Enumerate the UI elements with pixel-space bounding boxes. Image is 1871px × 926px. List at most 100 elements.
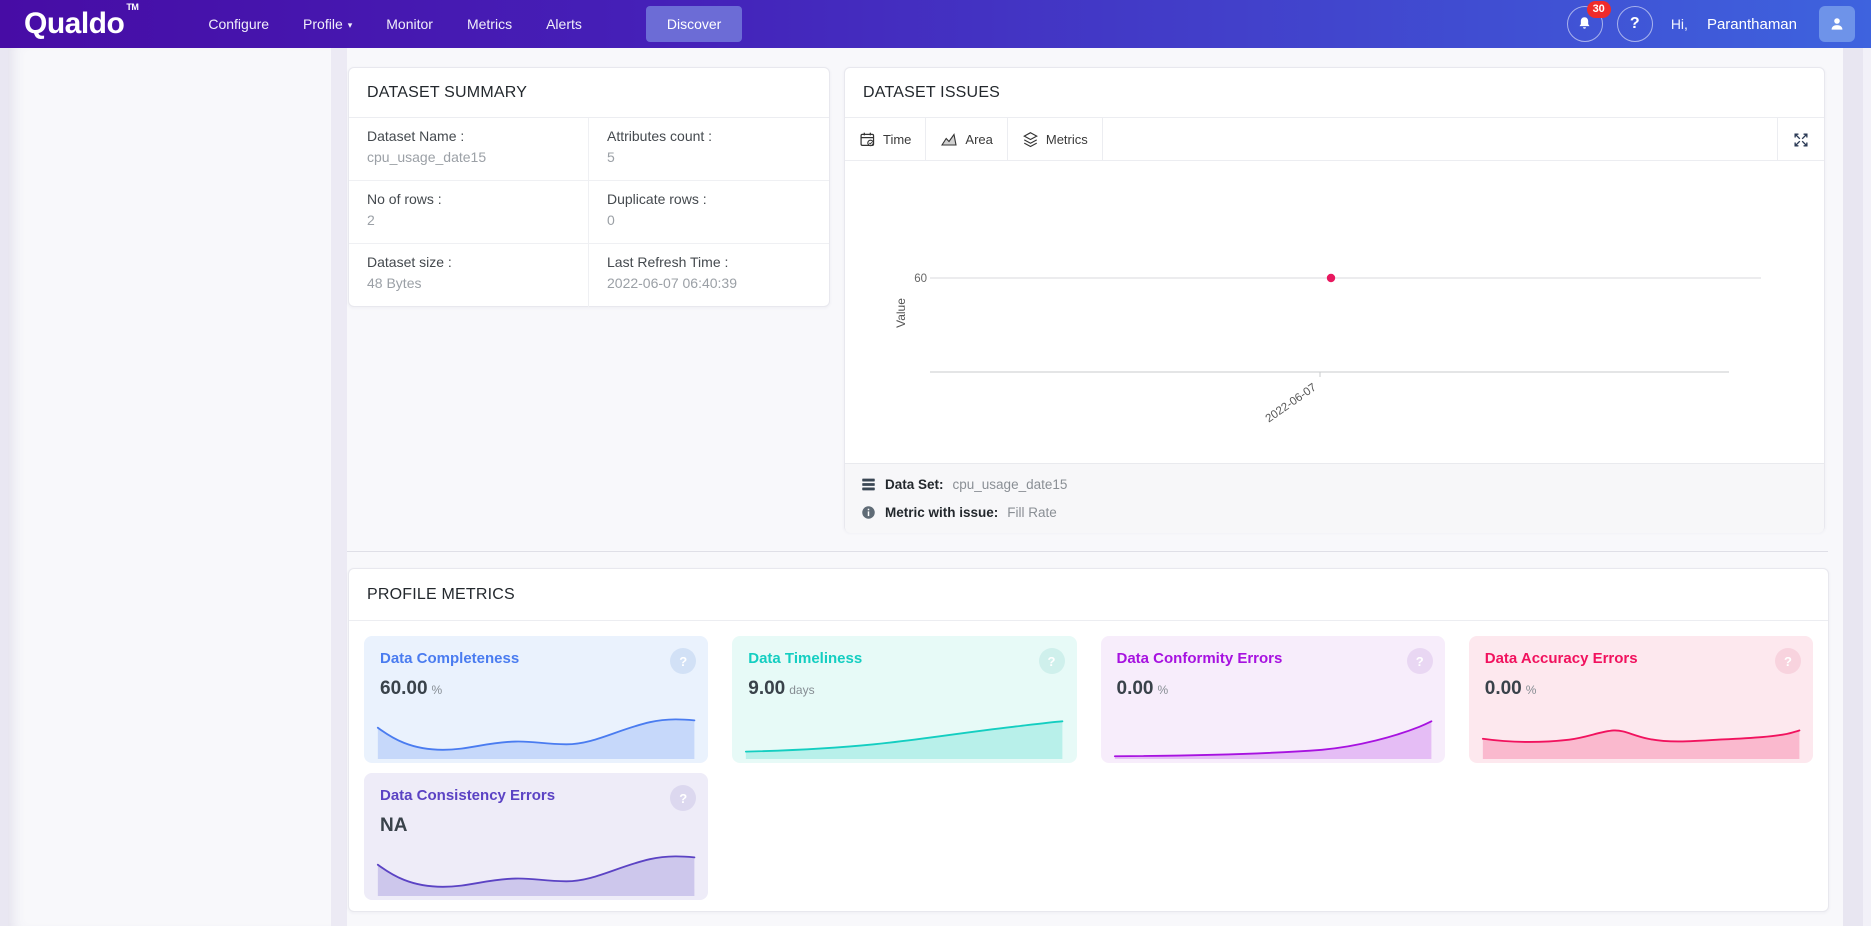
help-icon[interactable]: ? [1038,648,1065,674]
question-mark-icon: ? [1629,15,1640,32]
field-value: cpu_usage_date15 [367,149,487,165]
nav-item-alerts[interactable]: Alerts [546,16,582,32]
info-icon [862,506,875,519]
help-icon[interactable]: ? [670,785,697,811]
y-axis-label: Value [894,298,908,328]
layers-icon [1022,131,1038,147]
notifications-button[interactable]: 30 [1566,1,1611,42]
dataset-label: Data Set: [885,477,944,492]
field-value: 5 [607,149,615,165]
dataset-summary-table: Dataset Name : cpu_usage_date15 Attribut… [349,118,829,307]
tab-area[interactable]: Area [926,118,1008,160]
tab-label: Area [965,131,993,147]
qualdo-logo[interactable]: Qualdo TM [24,2,139,40]
help-button[interactable]: ? [1616,6,1653,42]
y-tick-label: 60 [914,273,927,285]
scrollbar-track[interactable] [1843,48,1871,926]
tile-data-timeliness[interactable]: Data Timeliness ? 9.00 days [732,636,1077,763]
dataset-issues-footer: Data Set: cpu_usage_date15 Metric with i… [845,463,1824,533]
tile-data-consistency-errors[interactable]: Data Consistency Errors ? NA [364,773,709,900]
fullscreen-button[interactable] [1777,118,1824,161]
summary-cell-no-of-rows: No of rows : 2 [349,181,589,244]
sparkline-chart [1113,720,1432,759]
field-value: 2 [367,212,375,228]
dataset-stack-icon [862,478,875,491]
tile-title: Data Consistency Errors [380,787,556,804]
tile-value: 0.00 [1116,678,1154,699]
tab-metrics[interactable]: Metrics [1008,118,1103,160]
dataset-issues-tabs: Time Area Metrics [845,118,1824,161]
field-value: 48 Bytes [367,275,422,291]
dataset-summary-card: DATASET SUMMARY Dataset Name : cpu_usage… [348,67,830,307]
tile-unit: % [1525,683,1537,697]
footer-metric-row: Metric with issue: Fill Rate [861,505,1808,520]
sidebar-content-gap [331,48,347,926]
main-nav: Configure Profile ▾ Monitor Metrics Alert… [208,6,743,42]
metric-issue-value: Fill Rate [1007,505,1057,520]
person-icon [1831,18,1843,30]
nav-item-monitor[interactable]: Monitor [386,16,433,32]
data-point-fill-rate[interactable] [1326,273,1336,283]
help-icon[interactable]: ? [1775,648,1801,674]
profile-metrics-grid: Data Completeness ? 60.00 % Data Timelin… [349,621,1828,915]
tab-label: Metrics [1045,131,1088,147]
expand-arrows-icon [1794,132,1808,147]
nav-item-configure[interactable]: Configure [208,16,270,32]
summary-cell-last-refresh: Last Refresh Time : 2022-06-07 06:40:39 [589,244,829,307]
nav-item-profile[interactable]: Profile ▾ [303,16,353,32]
user-avatar-button[interactable] [1819,6,1855,42]
tab-label: Time [883,131,912,147]
greeting-text: Hi, [1670,16,1688,32]
tile-value: NA [380,815,408,836]
tile-unit: days [789,683,815,697]
dataset-issues-title: DATASET ISSUES [845,68,1824,118]
tile-unit: % [1157,683,1169,697]
field-label: No of rows : [367,191,442,207]
main-content: DATASET SUMMARY Dataset Name : cpu_usage… [347,48,1843,926]
tile-data-completeness[interactable]: Data Completeness ? 60.00 % [364,636,709,763]
field-value: 2022-06-07 06:40:39 [607,275,737,291]
help-icon[interactable]: ? [1406,648,1433,674]
dataset-summary-title: DATASET SUMMARY [349,68,829,118]
summary-cell-duplicate-rows: Duplicate rows : 0 [589,181,829,244]
tile-title: Data Conformity Errors [1116,650,1283,667]
dataset-issues-chart: Value 60 2022-06-07 [894,273,1761,426]
nav-item-discover-active[interactable]: Discover [645,6,743,42]
top-navbar: Qualdo TM Configure Profile ▾ Monitor Metr… [0,0,1871,48]
field-label: Dataset size : [367,254,452,270]
tile-data-accuracy-errors[interactable]: Data Accuracy Errors ? 0.00 % [1468,636,1813,763]
navbar-right-group: 30 ? Hi, Paranthaman [1566,1,1855,42]
field-label: Last Refresh Time : [607,254,729,270]
field-value: 0 [607,212,615,228]
sparkline-chart [1481,729,1801,759]
tile-title: Data Completeness [380,650,520,667]
bell-icon [1579,17,1590,29]
summary-cell-dataset-name: Dataset Name : cpu_usage_date15 [349,118,589,181]
profile-metrics-card: PROFILE METRICS Data Completeness ? 60.0… [348,568,1829,912]
notification-count-badge: 30 [1586,1,1611,18]
tile-value: 60.00 [380,678,428,699]
section-divider [347,551,1828,552]
tile-title: Data Timeliness [748,650,863,667]
sparkline-chart [376,855,696,896]
calendar-icon [860,132,875,146]
page-left-margin [0,48,8,926]
summary-cell-attributes-count: Attributes count : 5 [589,118,829,181]
sparkline-chart [376,718,696,759]
tab-time[interactable]: Time [845,118,927,160]
profile-metrics-title: PROFILE METRICS [349,569,1828,621]
field-label: Attributes count : [607,128,713,144]
tile-unit: % [431,683,443,697]
field-label: Dataset Name : [367,128,465,144]
tile-title: Data Accuracy Errors [1484,650,1638,667]
username-text: Paranthaman [1706,15,1797,33]
summary-cell-dataset-size: Dataset size : 48 Bytes [349,244,589,307]
nav-item-metrics[interactable]: Metrics [466,16,513,32]
x-tick-label: 2022-06-07 [1264,382,1319,426]
help-icon[interactable]: ? [670,648,697,674]
tile-data-conformity-errors[interactable]: Data Conformity Errors ? 0.00 % [1100,636,1445,763]
field-label: Duplicate rows : [607,191,707,207]
chevron-down-icon: ▾ [347,20,353,30]
left-sidebar-panel [8,48,331,926]
dataset-value: cpu_usage_date15 [952,477,1068,492]
